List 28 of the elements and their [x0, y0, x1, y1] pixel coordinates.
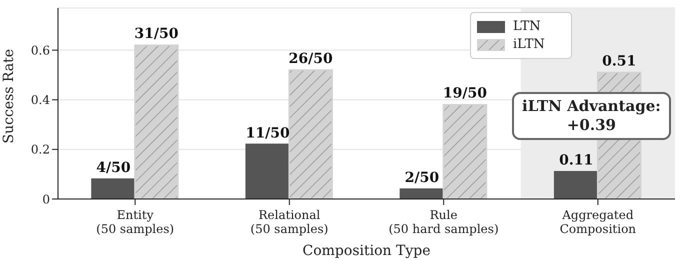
data-label: 31/50	[134, 26, 179, 42]
legend-label: LTN	[513, 19, 541, 34]
x-tick-label: Relational (50 samples)	[250, 208, 328, 236]
y-tick-label: 0.2	[30, 142, 50, 157]
data-label: 26/50	[288, 51, 333, 68]
y-axis-title: Success Rate	[0, 48, 17, 144]
bar	[288, 69, 333, 199]
legend-label: iLTN	[513, 37, 545, 52]
data-label: 0.11	[559, 152, 594, 169]
bar	[245, 144, 290, 199]
x-tick-label: Aggregated Composition	[560, 208, 636, 236]
bar	[91, 178, 136, 199]
y-tick-label: 0	[42, 192, 50, 206]
y-tick-label: 0.6	[30, 43, 50, 58]
x-axis-title: Composition Type	[302, 243, 430, 259]
bar	[400, 188, 444, 199]
annotation: iLTN Advantage: +0.39	[512, 92, 671, 140]
x-tick-label: Rule (50 hard samples)	[388, 208, 499, 236]
data-label: 0.51	[602, 53, 636, 70]
data-label: 19/50	[442, 86, 488, 102]
bar	[554, 170, 598, 199]
data-label: 4/50	[96, 160, 131, 176]
data-label: 2/50	[404, 170, 440, 186]
y-tick-label: 0.4	[30, 93, 50, 108]
data-label: 11/50	[246, 125, 290, 142]
bar	[442, 104, 488, 199]
bar	[134, 44, 179, 199]
x-tick-label: Entity (50 samples)	[96, 208, 174, 236]
